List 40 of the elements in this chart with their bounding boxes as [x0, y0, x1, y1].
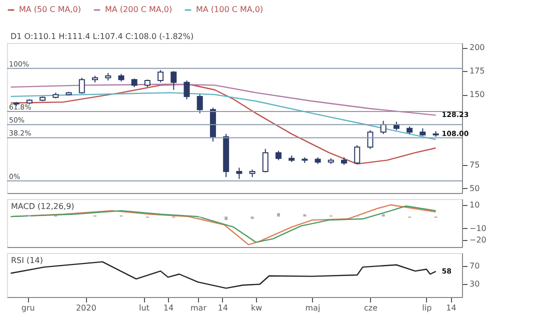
x-tick-label: 14	[446, 304, 456, 312]
y-tick-label: 175	[470, 66, 485, 76]
y-tick-label: −20	[470, 235, 486, 244]
candlestick	[367, 130, 374, 150]
y-tick-label: −10	[470, 224, 486, 233]
candlestick	[184, 80, 190, 100]
chart-title: RSI (14)	[11, 256, 43, 265]
candlestick	[262, 148, 268, 173]
legend-label: MA (50 C MA,0)	[19, 5, 82, 14]
y-tick-label: 30	[470, 279, 480, 288]
x-tick-label: lip	[422, 304, 432, 312]
legend-label: MA (100 C MA,0)	[196, 5, 264, 14]
candlestick	[158, 70, 164, 83]
candlestick	[236, 167, 242, 180]
x-tick-label: maj	[305, 304, 320, 312]
x-tick-label: cze	[364, 304, 378, 312]
y-tick-label: 200	[470, 43, 485, 52]
line-series	[10, 84, 436, 116]
candlestick	[354, 144, 360, 164]
y-tick-label: 10	[470, 200, 480, 210]
x-tick-label: gru	[21, 304, 35, 312]
x-tick-label: 14	[163, 304, 174, 312]
y-tick-label: 75	[470, 160, 480, 170]
x-tick-label: 2020	[76, 304, 96, 312]
candlestick	[78, 77, 85, 94]
candlestick	[170, 70, 177, 90]
x-tick-label: lut	[138, 304, 150, 312]
chart-title: MACD (12,26,9)	[11, 202, 74, 211]
x-tick-label: mar	[190, 304, 208, 312]
y-tick-label: 150	[470, 90, 485, 100]
chart-title: D1 O:110.1 H:111.4 L:107.4 C:108.0 (-1.82%)	[10, 32, 194, 41]
y-tick-label: 70	[470, 262, 480, 271]
candlestick	[196, 94, 203, 114]
y-tick-label: 50	[470, 184, 480, 193]
x-tick-label: kw	[250, 304, 263, 312]
candlestick	[276, 150, 282, 161]
x-tick-label: 14	[218, 304, 228, 312]
candlestick	[380, 120, 386, 134]
line-series	[10, 92, 436, 140]
legend-label: MA (200 C MA,0)	[105, 5, 172, 14]
